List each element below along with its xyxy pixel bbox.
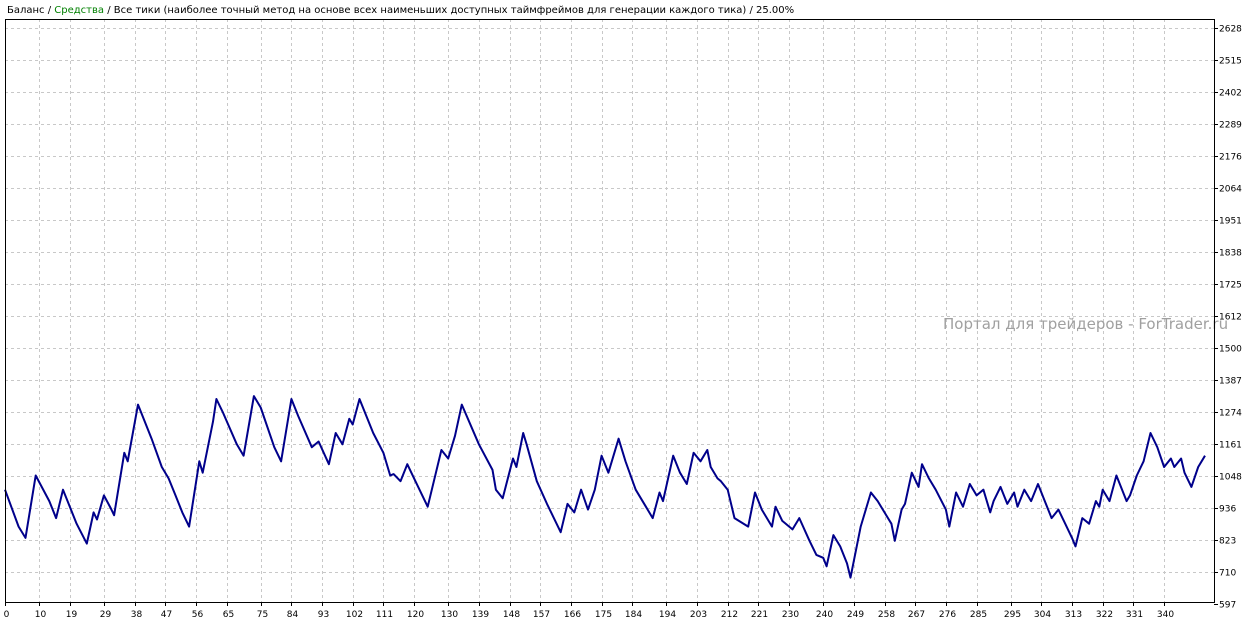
chart-series-layer (4, 395, 1206, 579)
model-text: Все тики (наиболее точный метод на основ… (113, 5, 747, 16)
x-tick-label: 65 (223, 610, 234, 620)
y-tick-label: 2628 (1219, 25, 1242, 35)
x-tick-label: 0 (4, 610, 10, 620)
x-tick-label: 212 (721, 610, 738, 620)
y-tick-label: 1612 (1219, 313, 1242, 323)
x-tick-label: 29 (100, 610, 112, 620)
x-tick-label: 157 (533, 610, 550, 620)
x-tick-label: 267 (908, 610, 925, 620)
y-tick-label: 1161 (1219, 441, 1242, 451)
quality-text: 25.00% (756, 5, 795, 16)
balance-label: Баланс (7, 5, 45, 16)
y-tick-label: 1725 (1219, 281, 1242, 291)
x-tick-label: 139 (472, 610, 489, 620)
x-tick-label: 276 (939, 610, 956, 620)
x-tick-label: 47 (161, 610, 172, 620)
x-tick-label: 258 (878, 610, 895, 620)
x-tick-label: 166 (564, 610, 581, 620)
x-tick-label: 331 (1126, 610, 1143, 620)
y-tick-label: 1274 (1219, 409, 1242, 419)
y-tick-label: 1951 (1219, 217, 1242, 227)
x-tick-label: 38 (131, 610, 143, 620)
x-tick-label: 203 (690, 610, 707, 620)
y-tick-label: 597 (1219, 601, 1236, 611)
equity-label: Средства (54, 5, 105, 16)
x-tick-label: 130 (441, 610, 458, 620)
plot-frame (5, 19, 1215, 603)
grid (5, 19, 1214, 602)
x-tick-label: 10 (35, 610, 47, 620)
x-tick-label: 249 (847, 610, 864, 620)
x-tick-label: 120 (407, 610, 424, 620)
x-tick-label: 221 (751, 610, 768, 620)
axes: 597 710 823 936 1048 1161 1274 1387 1500 1612 1725… (4, 19, 1242, 620)
x-tick-label: 84 (287, 610, 299, 620)
y-tick-label: 2064 (1219, 185, 1242, 195)
header-separator: / (746, 5, 757, 16)
x-tick-label: 56 (192, 610, 204, 620)
x-tick-label: 240 (816, 610, 833, 620)
x-tick-label: 102 (346, 610, 363, 620)
y-tick-label: 936 (1219, 505, 1236, 515)
x-tick-label: 295 (1004, 610, 1021, 620)
x-tick-label: 194 (659, 610, 676, 620)
y-tick-label: 2515 (1219, 57, 1242, 67)
watermark: Портал для трейдеров - ForTrader.ru (943, 315, 1228, 333)
y-tick-label: 2402 (1219, 89, 1242, 99)
x-tick-label: 148 (503, 610, 520, 620)
x-tick-label: 111 (376, 610, 393, 620)
x-tick-label: 93 (318, 610, 329, 620)
x-tick-label: 285 (970, 610, 987, 620)
x-tick-label: 304 (1034, 610, 1051, 620)
y-tick-label: 1048 (1219, 473, 1242, 483)
x-tick-label: 184 (625, 610, 642, 620)
y-tick-label: 2289 (1219, 121, 1242, 131)
header-separator: / (104, 5, 114, 16)
y-tick-label: 2176 (1219, 153, 1242, 163)
chart-header: Баланс / Средства / Все тики (наиболее т… (7, 4, 794, 18)
x-tick-label: 19 (66, 610, 78, 620)
x-tick-label: 313 (1065, 610, 1082, 620)
x-tick-label: 322 (1096, 610, 1113, 620)
y-tick-label: 710 (1219, 569, 1236, 579)
y-tick-label: 1500 (1219, 345, 1242, 355)
x-tick-label: 75 (257, 610, 268, 620)
x-tick-label: 340 (1157, 610, 1174, 620)
x-tick-label: 230 (782, 610, 799, 620)
x-tick-label: 175 (595, 610, 612, 620)
y-tick-label: 1838 (1219, 249, 1242, 259)
y-tick-label: 1387 (1219, 377, 1242, 387)
y-tick-label: 823 (1219, 537, 1236, 547)
header-separator: / (44, 5, 55, 16)
balance-line (4, 395, 1206, 579)
